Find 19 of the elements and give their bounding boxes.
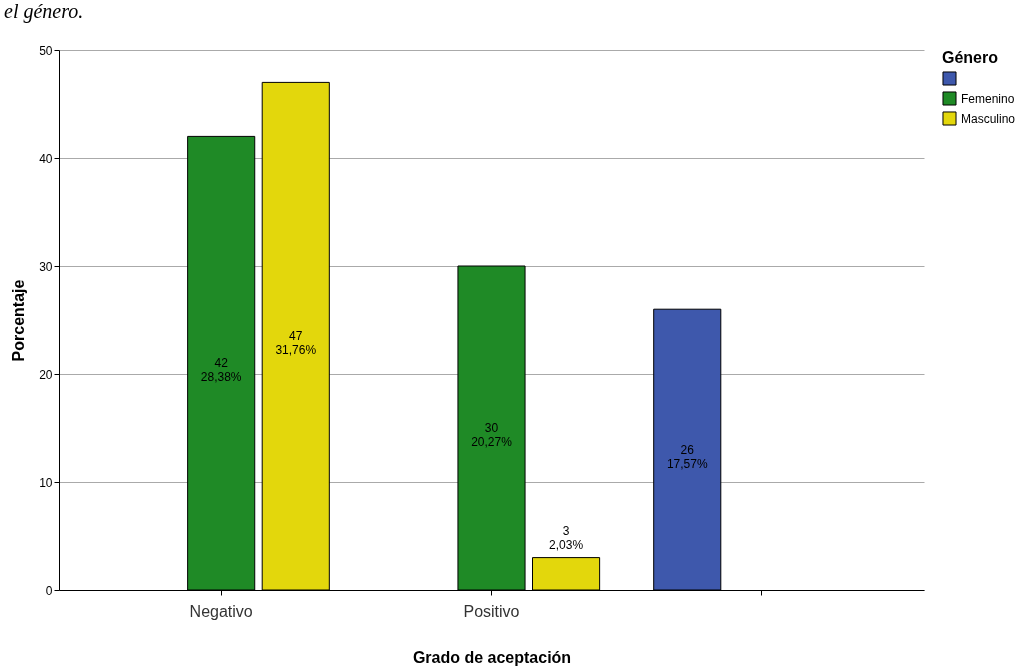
data-label: 47 31,76%: [275, 329, 317, 358]
data-label: 30 20,27%: [471, 421, 513, 449]
x-tick-label: Negativo: [189, 602, 253, 620]
x-axis-title: Grado de aceptación: [412, 648, 572, 666]
data-label: 3 2,03%: [549, 523, 584, 552]
y-tick-label: 0: [45, 583, 53, 598]
y-tick-label: 10: [39, 475, 53, 490]
text: el género.: [4, 0, 84, 22]
y-tick-label: 50: [39, 43, 53, 58]
y-tick-label: 20: [39, 367, 53, 382]
x-tick-label: Positivo: [463, 602, 520, 620]
data-label: 42 28,38%: [200, 356, 242, 385]
data-label: 26 17,57%: [666, 442, 708, 471]
legend-title: Género: [942, 49, 999, 66]
legend-label: Femenino: [961, 91, 1015, 106]
y-tick-label: 40: [39, 151, 53, 166]
y-tick-label: 30: [39, 259, 53, 274]
y-axis-title: Porcentaje: [10, 279, 28, 362]
legend-label: Masculino: [961, 111, 1016, 126]
